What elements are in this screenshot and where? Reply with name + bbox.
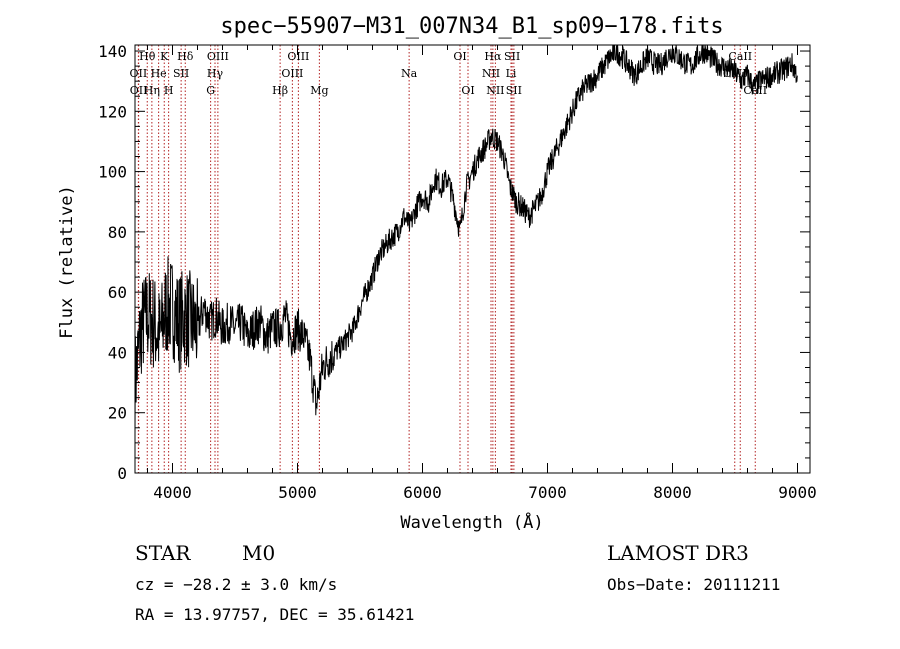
marker-label: H: [164, 84, 174, 97]
marker-lines: [137, 45, 756, 473]
y-tick-label: 100: [98, 163, 127, 182]
marker-label: He: [151, 67, 167, 80]
x-tick-label: 4000: [153, 483, 192, 502]
marker-label: OII: [130, 84, 148, 97]
y-tick-label: 20: [108, 404, 127, 423]
marker-label: Na: [401, 67, 418, 80]
marker-label: SII: [173, 67, 189, 80]
x-tick-label: 5000: [278, 483, 317, 502]
marker-label: Hθ: [139, 50, 156, 63]
marker-label: OIII: [207, 50, 229, 63]
y-tick-label: 80: [108, 223, 127, 242]
marker-label: Hγ: [207, 67, 224, 80]
y-tick-label: 0: [117, 464, 127, 483]
marker-label: NII: [482, 67, 500, 80]
y-tick-label: 140: [98, 42, 127, 61]
marker-label: OII: [130, 67, 148, 80]
y-axis: 0 20 40 60 80 100 120 140: [98, 42, 810, 483]
marker-label: K: [160, 50, 169, 63]
y-tick-label: 120: [98, 102, 127, 121]
y-tick-label: 60: [108, 283, 127, 302]
x-tick-label: 9000: [778, 483, 817, 502]
marker-label: Hβ: [272, 84, 288, 97]
subclass-label: M0: [242, 541, 275, 565]
redshift-text: cz = −28.2 ± 3.0 km/s: [135, 575, 337, 594]
marker-label: Li: [506, 67, 517, 80]
spectrum-line: [134, 44, 798, 434]
y-tick-label: 40: [108, 343, 127, 362]
marker-label: G: [206, 84, 215, 97]
marker-label: OIII: [281, 67, 303, 80]
marker-label: OI: [461, 84, 474, 97]
marker-label: Hδ: [177, 50, 194, 63]
x-axis-label: Wavelength (Å): [400, 511, 543, 533]
marker-label: SII: [506, 84, 522, 97]
marker-label: SII: [504, 50, 520, 63]
marker-label: Hη: [144, 84, 160, 97]
marker-label: NII: [486, 84, 504, 97]
y-axis-label: Flux (relative): [57, 185, 77, 339]
obs-date-text: Obs−Date: 20111211: [607, 575, 780, 594]
chart-title: spec−55907−M31_007N34_B1_sp09−178.fits: [220, 14, 723, 39]
marker-label: CaII: [728, 50, 752, 63]
plot-frame: [134, 44, 811, 474]
x-tick-label: 7000: [528, 483, 567, 502]
x-axis: 4000 5000 6000 7000 8000 9000: [147, 45, 817, 502]
x-tick-label: 6000: [403, 483, 442, 502]
x-tick-label: 8000: [653, 483, 692, 502]
survey-label: LAMOST DR3: [607, 541, 749, 565]
marker-label: Hα: [484, 50, 502, 63]
marker-label: OIII: [287, 50, 309, 63]
coords-text: RA = 13.97757, DEC = 35.61421: [135, 605, 414, 624]
marker-label: OI: [453, 50, 466, 63]
marker-label: Mg: [310, 84, 328, 97]
class-label: STAR: [135, 541, 191, 565]
